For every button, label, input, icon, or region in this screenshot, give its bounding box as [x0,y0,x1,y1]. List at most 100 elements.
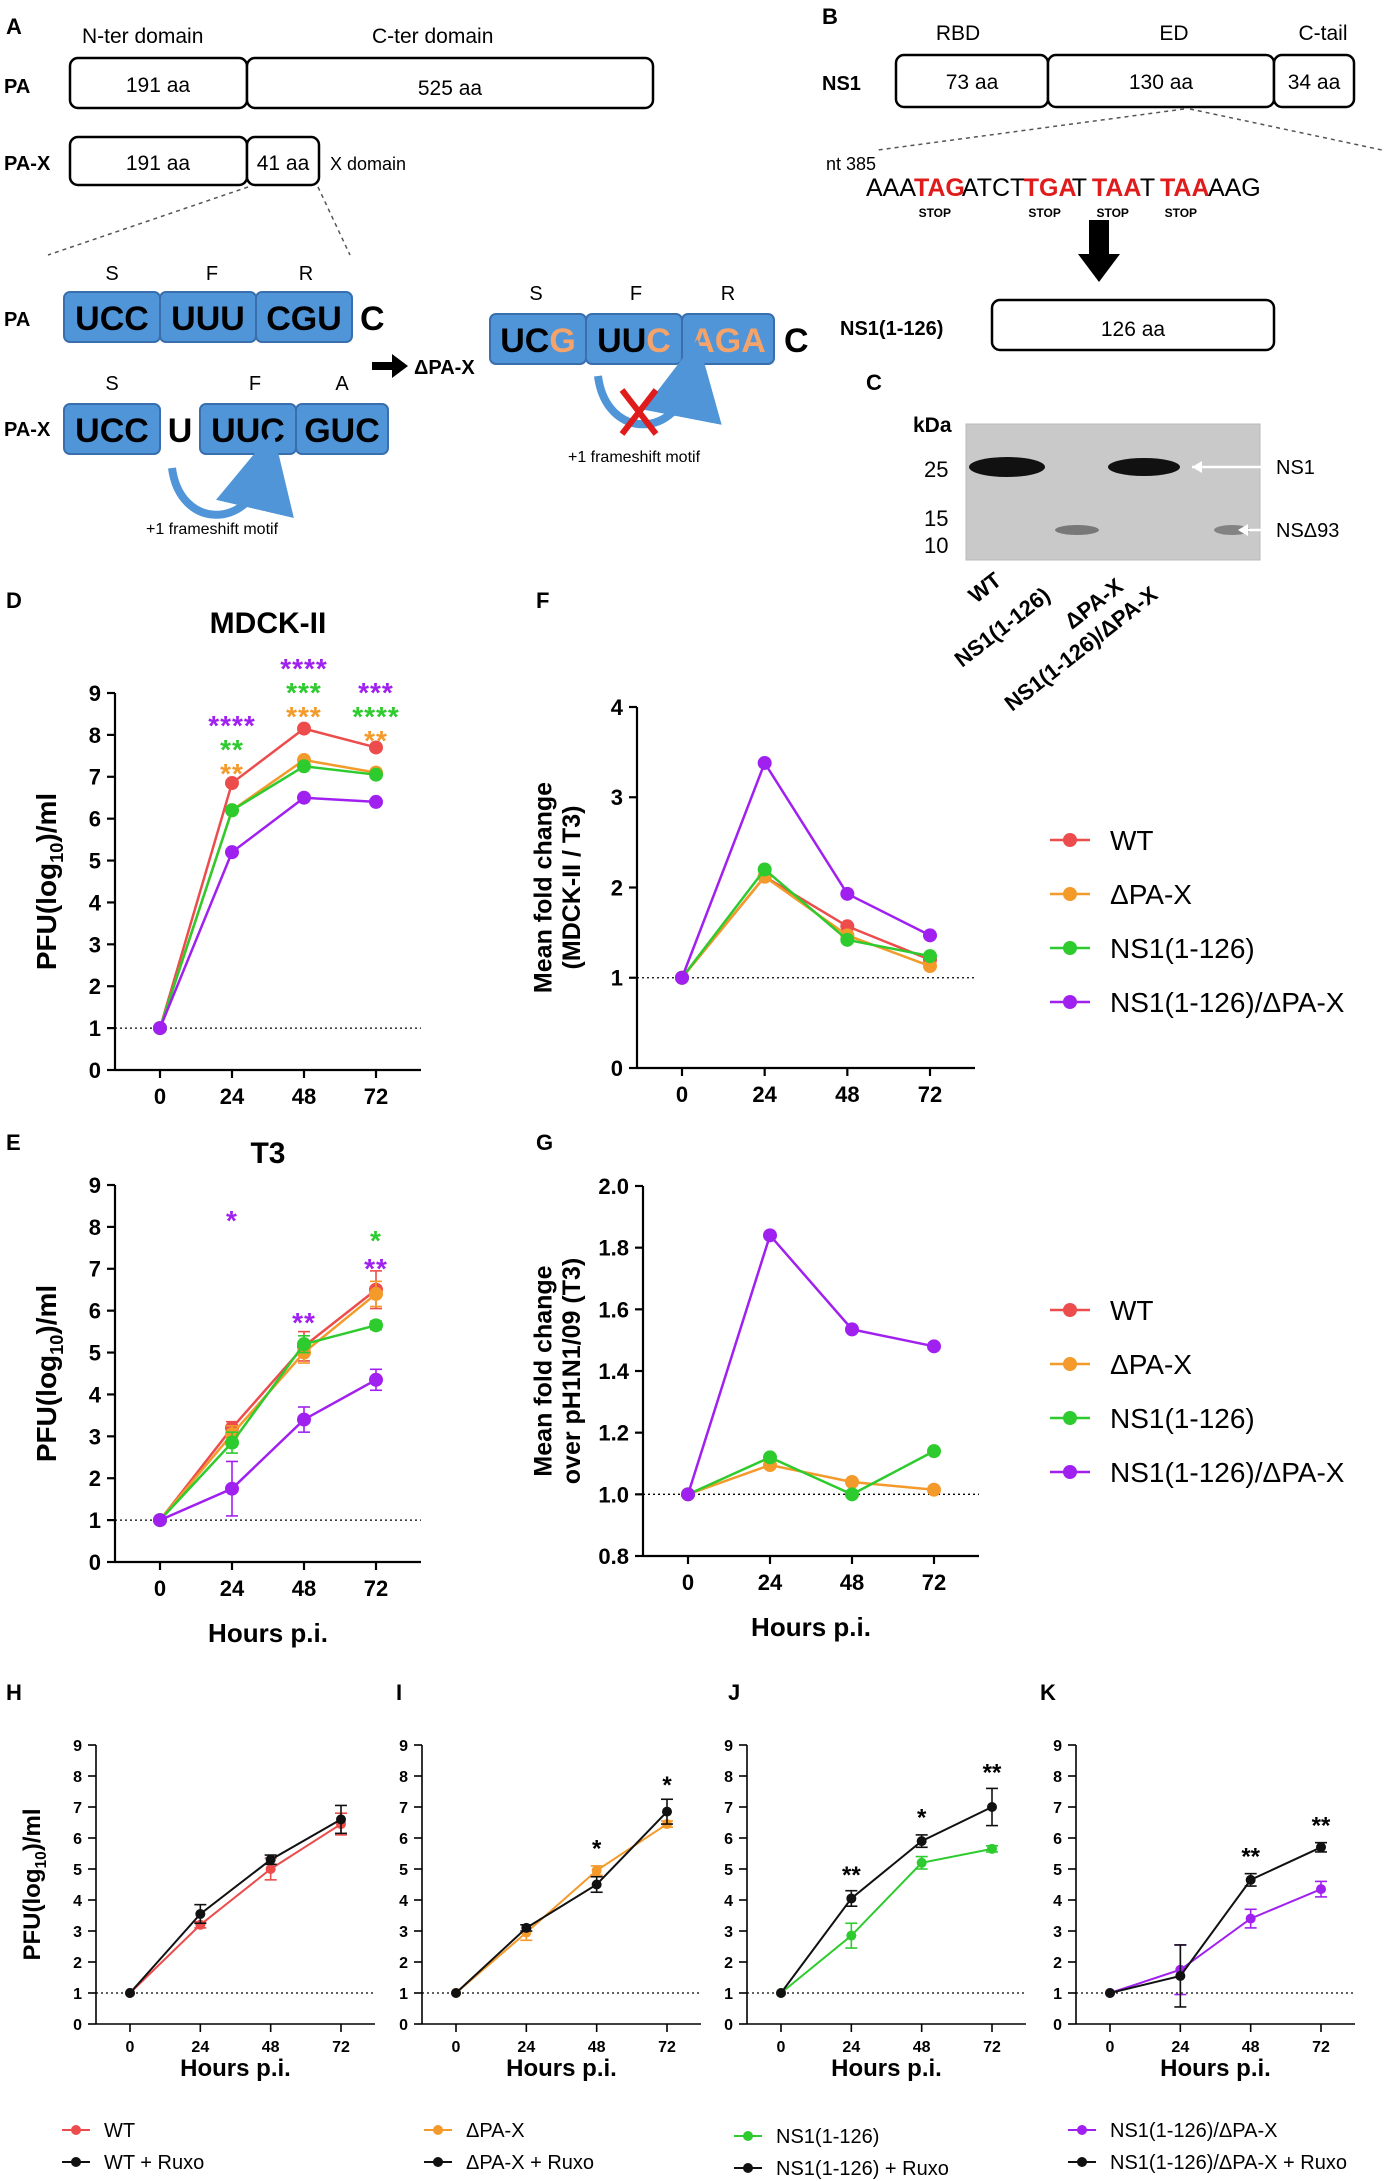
data-point [369,1372,383,1387]
series-line [129,1818,342,1994]
y-tick-label: 2 [73,1955,82,1972]
y-tick-label: 3 [611,785,623,810]
y-tick-label: 1 [73,1986,82,2003]
data-point [763,1228,777,1243]
data-point [297,1412,311,1427]
panel-k-letter: K [1040,1680,1056,1705]
y-tick-label: 0 [611,1056,623,1081]
legend-marker [1063,833,1077,847]
series--pa-x [675,869,937,985]
down-arrow-icon [1078,220,1120,282]
significance-stars: * [592,1836,602,1863]
dpax-codon-3: AGA [690,322,766,360]
data-point [763,1450,777,1465]
y-tick-label: 2 [89,1466,101,1491]
significance-stars: * [226,1205,238,1236]
chart-title: MDCK-II [210,607,327,640]
y-tick-label: 4 [611,695,624,720]
pa-codon-row-label: PA [4,309,30,331]
codon-aa: S [105,373,118,395]
codon-aa: R [299,263,313,285]
significance-stars: ** [842,1862,861,1889]
y-tick-label: 1.4 [598,1359,629,1384]
frameshift-arrow-icon [594,338,722,429]
x-tick-label: 0 [777,2039,786,2056]
data-point [153,1021,167,1036]
y-tick-label: 0 [73,2017,82,2034]
legend-label: NS1(1-126)/ΔPA-X [1110,2120,1278,2142]
series-line [158,727,377,1029]
legend-marker [1063,941,1077,955]
ns1-126-seg-label: 126 aa [1101,318,1166,341]
series-line [687,1463,935,1496]
y-axis-label: PFU(log10)/ml [19,1808,50,1960]
codon-aa: S [529,283,542,305]
legend-marker [1063,1411,1077,1425]
series-line [159,1324,377,1521]
stop-labels: STOP STOP STOP STOP [919,206,1197,220]
y-tick-label: 8 [399,1769,408,1786]
codon-aa: F [630,283,642,305]
x-tick-label: 24 [220,1576,245,1601]
legend-marker [1077,2125,1087,2135]
legend-marker [1063,1303,1077,1317]
y-tick-label: 9 [724,1738,733,1755]
codon-text: UUU [171,300,245,338]
x-axis-label: Hours p.i. [1160,2055,1271,2082]
legend-marker [1063,1465,1077,1479]
x-tick-label: 24 [220,1084,245,1109]
y-tick-label: 1.2 [598,1421,629,1446]
x-tick-label: 48 [1242,2039,1260,2056]
y-tick-label: 3 [1053,1924,1062,1941]
data-point [923,928,937,943]
data-point [1245,1874,1256,1885]
panel-a: A N-ter domain C-ter domain PA 191 aa 52… [4,14,809,538]
x-tick-label: 48 [292,1084,316,1109]
lane-ns1-126: NS1(1-126) [950,582,1055,672]
x-tick-label: 0 [126,2039,135,2056]
codon-aa: F [249,373,261,395]
codon-aa: R [721,283,735,305]
x-tick-label: 0 [682,1570,694,1595]
marker-25: 25 [924,457,948,482]
series-ns1-1-126- [776,1843,998,1998]
data-point [927,1444,941,1459]
series-ns1-1-126-pa-x [681,1228,941,1502]
codon-aa: F [206,263,218,285]
legend-item: WT + Ruxo [62,2152,204,2174]
y-tick-label: 4 [1053,1893,1062,1910]
data-point [1316,1884,1326,1895]
codon-mutant-bases: C [646,322,671,360]
y-tick-label: 9 [399,1738,408,1755]
x-tick-label: 72 [918,1082,942,1107]
legend-marker [1077,2157,1087,2167]
series-line [1109,1846,1322,1994]
blot-image [966,424,1260,560]
data-point [265,1854,276,1865]
x-tick-label: 0 [676,1082,688,1107]
stop-label: STOP [1028,206,1060,220]
y-tick-label: 0 [89,1058,101,1083]
x-tick-label: 24 [517,2039,535,2056]
legend-top: WT ΔPA-X NS1(1-126) NS1(1-126)/ΔPA-X [1050,825,1345,1018]
codon-aa: A [335,373,349,395]
legend-item: WT [62,2120,135,2142]
data-point [451,1988,461,1998]
panel-e-letter: E [6,1130,21,1155]
codon-wt-bases: UU [597,322,646,360]
panel-c: C kDa 25 15 10 NS1 NSΔ93 WT NS1(1-126) Δ… [866,370,1339,716]
x-tick-label: 72 [1312,2039,1330,2056]
data-point [225,1435,239,1450]
x-tick-label: 48 [913,2039,931,2056]
stop-label: STOP [919,206,951,220]
pa-seg2-label: 525 aa [418,77,483,100]
data-point [297,790,311,805]
significance-stars: ** [364,1253,388,1284]
stop-codon: TAA [1160,174,1210,202]
pax-codon-row-label: PA-X [4,419,51,441]
y-tick-label: 6 [724,1831,733,1848]
significance-stars: * [662,1772,672,1799]
chart-i-dpax-ruxo: 0 1 2 3 4 5 6 7 8 9 0 24 48 72 Hours p.i. * * ΔPA-X ΔPA-X … [399,1738,701,2174]
legend-label: ΔPA-X [1110,1349,1192,1380]
